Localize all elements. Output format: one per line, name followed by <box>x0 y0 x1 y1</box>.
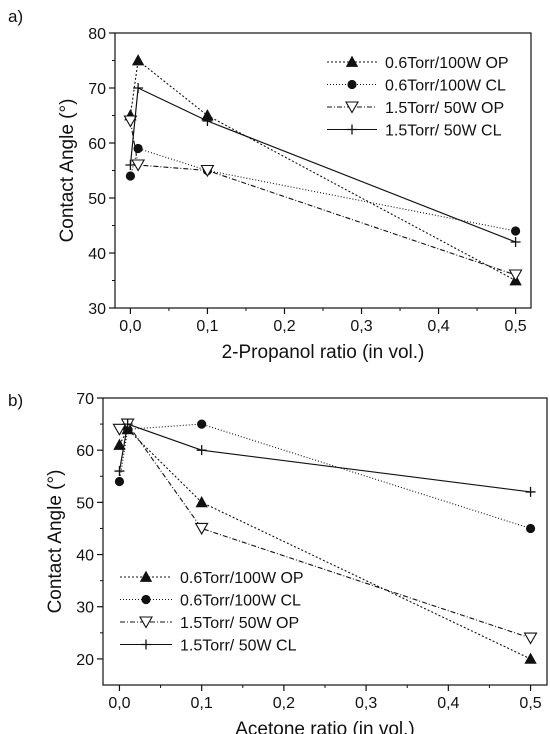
x-tick-label: 0,5 <box>504 318 526 335</box>
data-point <box>114 476 125 487</box>
series-line <box>118 423 531 529</box>
data-point <box>123 115 138 128</box>
legend-marker <box>141 594 151 605</box>
data-point <box>195 496 208 508</box>
legend-label: 0.6Torr/100W OP <box>385 55 509 72</box>
x-tick-label: 0,1 <box>196 318 218 335</box>
y-tick-label: 30 <box>76 600 94 617</box>
legend-label: 0.6Torr/100W CL <box>385 78 506 95</box>
data-point <box>525 523 536 534</box>
x-axis-title: Acetone ratio (in vol.) <box>235 719 415 734</box>
data-point <box>523 632 538 645</box>
y-axis-title: Contact Angle (°) <box>57 99 78 243</box>
data-point <box>131 54 145 66</box>
legend-label: 1.5Torr/ 50W OP <box>180 615 299 632</box>
legend: 0.6Torr/100W OP 0.6Torr/100W CL 1.5Torr/ 5… <box>120 570 304 655</box>
x-axis-title: 2-Propanol ratio (in vol.) <box>222 342 425 363</box>
series-4 <box>114 419 536 497</box>
x-tick-label: 0,1 <box>191 695 213 712</box>
x-tick-label: 0,0 <box>119 318 141 335</box>
data-point <box>112 423 127 436</box>
y-tick-label: 60 <box>76 443 94 460</box>
legend-marker <box>139 616 153 629</box>
legend-marker <box>347 79 357 90</box>
data-point <box>196 445 207 456</box>
y-tick-label: 40 <box>88 246 106 263</box>
chart-panel-a: a) 0,0 0,1 0,2 0,3 0,4 0,5 30 40 50 60 70 80 2-Propan… <box>8 7 532 363</box>
series-1 <box>113 422 537 664</box>
data-point <box>125 171 136 181</box>
x-tick-label: 0,3 <box>350 318 372 335</box>
x-tick-label: 0,4 <box>437 695 459 712</box>
data-point <box>114 466 125 477</box>
x-tick-label: 0,0 <box>108 695 130 712</box>
legend-label: 1.5Torr/ 50W CL <box>180 638 297 655</box>
x-tick-label: 0,2 <box>273 318 295 335</box>
data-point <box>524 652 537 664</box>
x-tick-label: 0,4 <box>427 318 449 335</box>
data-point <box>202 116 213 126</box>
data-point <box>122 419 133 430</box>
series-3 <box>112 418 538 645</box>
series-line <box>129 87 516 243</box>
x-tick-label: 0,2 <box>273 695 295 712</box>
data-point <box>194 522 209 536</box>
panel-label: b) <box>8 391 23 410</box>
data-point <box>200 164 215 178</box>
series-3 <box>123 115 523 282</box>
plot-frame <box>102 397 548 686</box>
legend-marker <box>347 124 357 135</box>
series-2 <box>125 143 521 236</box>
data-point <box>508 269 523 282</box>
chart-panel-b: b) 0,0 0,1 0,2 0,3 0,4 0,5 20 30 40 50 60 70 Acetone … <box>8 391 548 734</box>
x-tick-label: 0,5 <box>519 695 541 712</box>
legend-label: 0.6Torr/100W CL <box>180 593 301 610</box>
y-tick-label: 50 <box>88 191 106 208</box>
legend: 0.6Torr/100W OP 0.6Torr/100W CL 1.5Torr/ 5… <box>327 55 509 140</box>
y-axis-title: Contact Angle (°) <box>45 470 66 614</box>
y-tick-label: 70 <box>76 391 94 408</box>
y-tick-label: 70 <box>88 81 106 98</box>
series-line <box>118 423 531 493</box>
series-line <box>118 428 531 660</box>
y-tick-label: 80 <box>88 26 106 43</box>
series-line <box>129 147 516 232</box>
legend-marker <box>141 639 151 650</box>
data-point <box>510 237 521 247</box>
x-tick-label: 0,3 <box>355 695 377 712</box>
y-tick-label: 60 <box>88 136 106 153</box>
data-point <box>510 226 521 236</box>
legend-label: 1.5Torr/ 50W OP <box>385 100 504 117</box>
legend-marker <box>345 101 359 114</box>
y-tick-label: 40 <box>76 548 94 565</box>
data-point <box>197 419 207 429</box>
y-tick-label: 30 <box>88 301 106 318</box>
y-tick-label: 50 <box>76 495 94 512</box>
series-2 <box>114 419 536 534</box>
data-point <box>133 83 144 93</box>
series-line <box>129 120 516 276</box>
plot-frame <box>114 32 532 309</box>
data-point <box>125 160 136 170</box>
data-point <box>113 438 126 450</box>
y-tick-label: 20 <box>76 652 94 669</box>
legend-label: 1.5Torr/ 50W CL <box>385 123 502 140</box>
legend-label: 0.6Torr/100W OP <box>180 570 304 587</box>
series-4 <box>125 83 521 247</box>
panel-label: a) <box>8 7 23 26</box>
data-point <box>525 486 536 497</box>
legend-marker <box>139 570 153 582</box>
legend-marker <box>345 55 359 67</box>
